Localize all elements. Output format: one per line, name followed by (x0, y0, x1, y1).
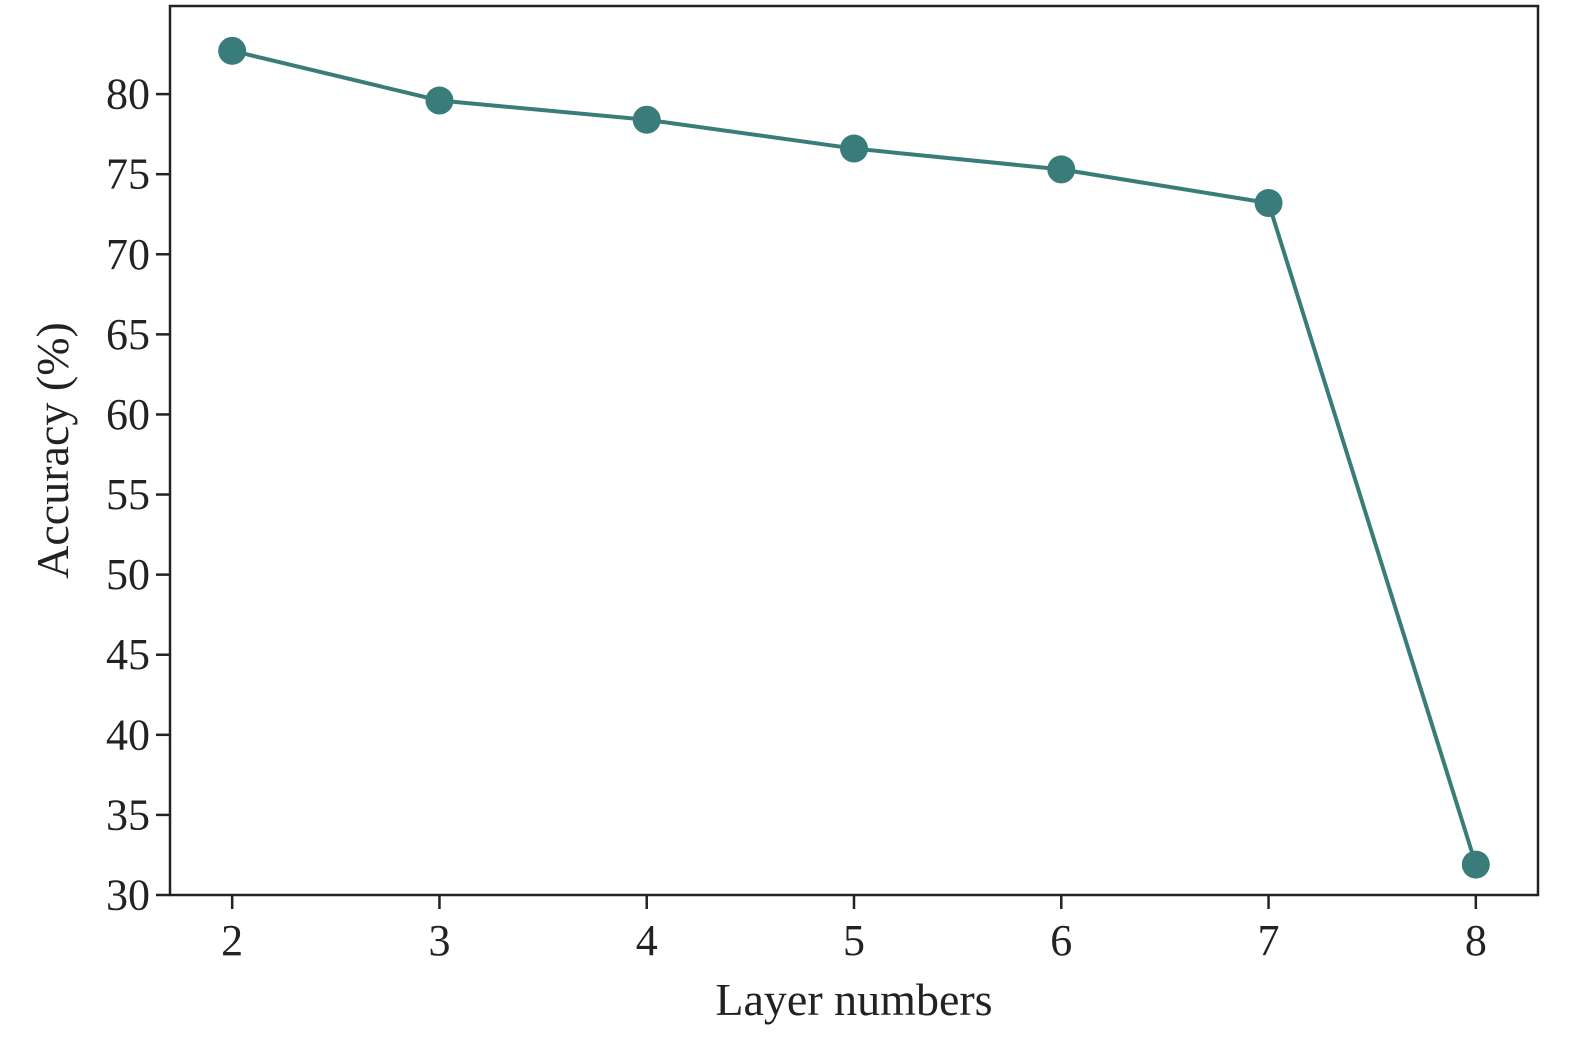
x-tick-label: 7 (1258, 916, 1280, 965)
plot-frame (168, 4, 1540, 897)
data-point (425, 86, 454, 115)
data-point (218, 36, 247, 65)
data-point (840, 134, 868, 163)
x-tick-label: 3 (428, 916, 450, 965)
data-point (632, 105, 661, 134)
data-point (1047, 155, 1076, 184)
x-axis-ticks: 2 3 4 5 6 7 8 (221, 895, 1487, 965)
x-tick-label: 5 (843, 916, 865, 965)
y-tick-label: 80 (106, 70, 150, 119)
series-layer (218, 36, 1490, 879)
y-tick-label: 75 (106, 150, 150, 199)
y-tick-label: 35 (106, 790, 150, 839)
y-axis-title: Accuracy (%) (27, 322, 78, 579)
data-point (1254, 189, 1283, 218)
y-tick-label: 55 (106, 470, 150, 519)
x-tick-label: 4 (636, 916, 658, 965)
x-tick-label: 8 (1465, 916, 1487, 965)
x-tick-label: 2 (221, 916, 243, 965)
y-tick-label: 45 (106, 630, 150, 679)
y-tick-label: 50 (106, 550, 150, 599)
y-tick-label: 40 (106, 710, 150, 759)
y-tick-label: 65 (106, 310, 150, 359)
y-tick-label: 60 (106, 390, 150, 439)
series-line (231, 48, 1478, 866)
x-tick-label: 6 (1050, 916, 1072, 965)
y-tick-label: 70 (106, 230, 150, 279)
x-axis-title: Layer numbers (715, 974, 992, 1025)
data-point (1461, 850, 1490, 879)
y-tick-label: 30 (106, 871, 150, 920)
y-axis-ticks: 30 35 40 45 50 55 60 65 70 75 80 (106, 70, 170, 920)
